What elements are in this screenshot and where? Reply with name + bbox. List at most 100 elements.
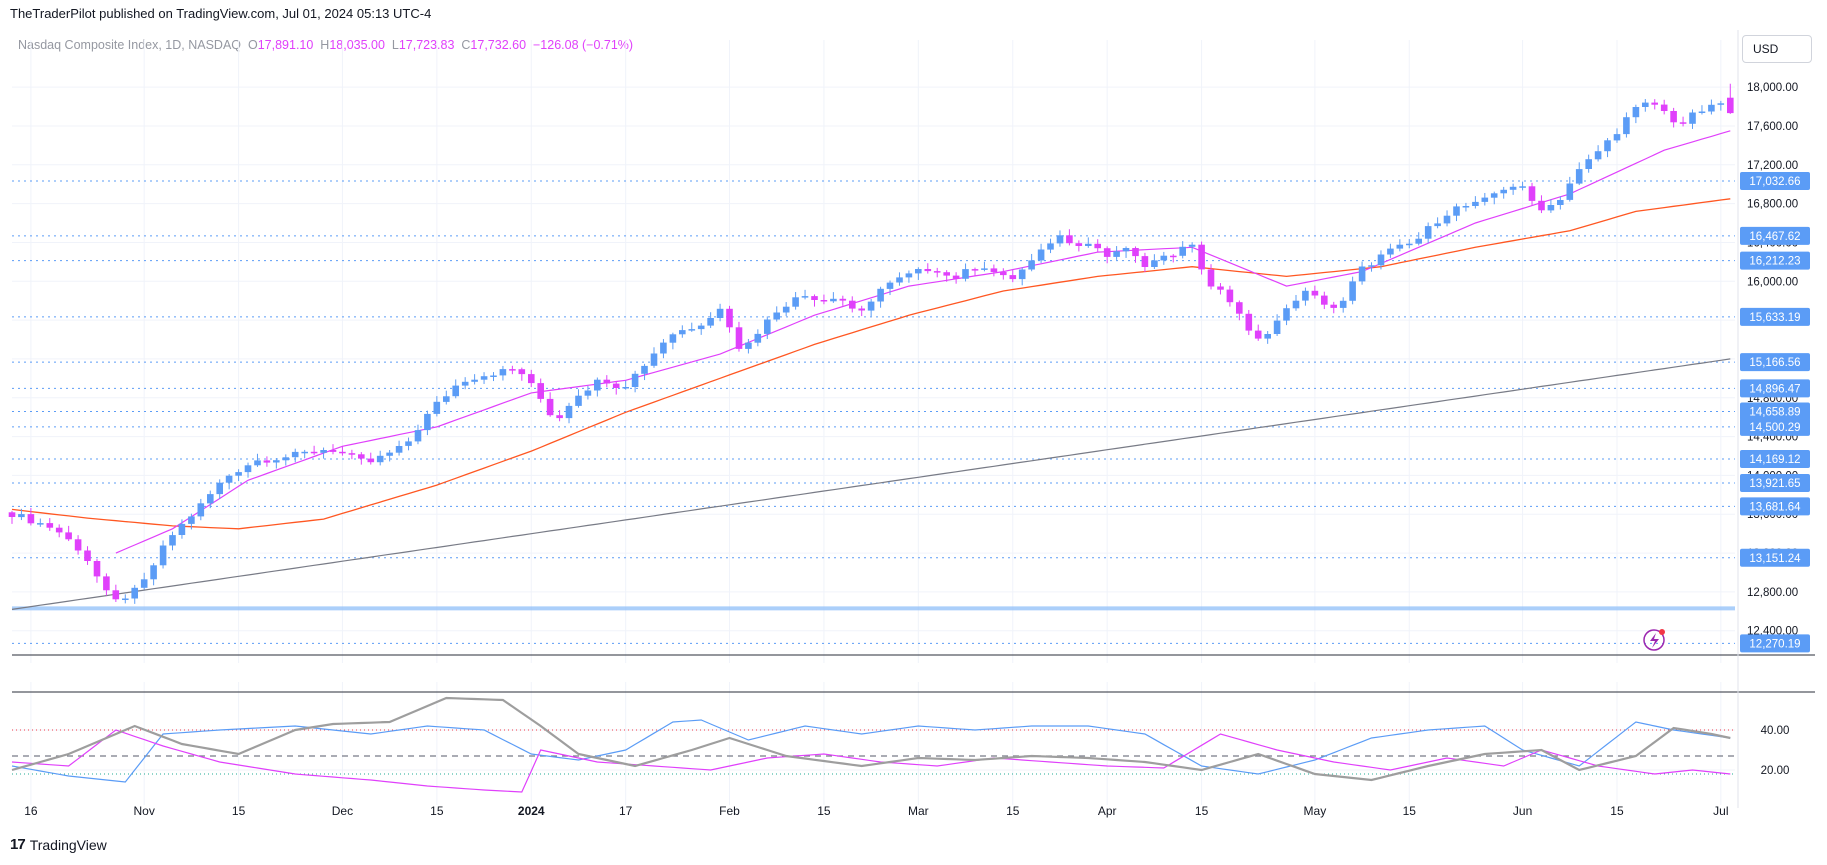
- candle-body: [594, 379, 601, 391]
- price-tick-label: 12,800.00: [1747, 587, 1798, 599]
- candle-body: [1075, 243, 1083, 246]
- candle-body: [1406, 243, 1413, 246]
- candle-body: [358, 454, 365, 459]
- candle-body: [46, 523, 54, 528]
- open-label: O: [247, 38, 258, 52]
- candle-body: [650, 353, 658, 366]
- candle-body: [1717, 103, 1725, 105]
- candle-body: [1085, 243, 1092, 246]
- candle-body: [471, 379, 478, 382]
- candle-body: [1660, 104, 1668, 111]
- candle-body: [1424, 226, 1432, 239]
- candle-body: [1122, 248, 1130, 252]
- candle-body: [1642, 102, 1649, 107]
- moving-average-50: [11, 198, 1731, 530]
- candles: [8, 83, 1734, 604]
- level-price-badge: [1740, 226, 1810, 245]
- candle-body: [924, 269, 932, 272]
- candle-body: [395, 446, 403, 453]
- candle-body: [782, 306, 790, 313]
- candle-body: [37, 523, 44, 525]
- candle-body: [839, 298, 847, 301]
- candle-body: [1387, 248, 1394, 255]
- time-axis: 16 Nov 15 Dec 15 2024 17 Feb 15 Mar 15 Apr 15 May 15 Ju…: [24, 804, 1728, 818]
- candle-body: [792, 297, 799, 307]
- time-tick-label: 15: [817, 804, 831, 818]
- candle-body: [641, 365, 648, 374]
- time-tick-label: 15: [1610, 804, 1624, 818]
- candle-body: [990, 268, 998, 272]
- time-tick-label: 15: [232, 804, 246, 818]
- level-price-badge: [1740, 548, 1810, 567]
- change-value: −126.08 (−0.71%): [532, 38, 634, 52]
- low-label: L: [391, 38, 399, 52]
- candle-body: [1141, 256, 1149, 267]
- level-price-label: 15,633.19: [1749, 312, 1800, 324]
- currency-selector[interactable]: USD: [1742, 35, 1812, 63]
- candle-body: [1623, 117, 1630, 135]
- candle-body: [443, 396, 450, 402]
- candle-body: [424, 413, 431, 431]
- candle-body: [1698, 111, 1706, 113]
- close-label: C: [461, 38, 471, 52]
- oscillator-series-line: [11, 729, 1731, 793]
- level-price-badge: [1740, 417, 1810, 436]
- moving-average-20: [115, 130, 1731, 554]
- price-chart[interactable]: 12,400.0012,800.0013,200.0013,600.0014,0…: [0, 0, 1827, 830]
- candle-body: [197, 503, 205, 517]
- candle-body: [867, 301, 875, 311]
- candle-body: [310, 451, 318, 454]
- candle-body: [1160, 255, 1168, 261]
- candle-body: [235, 472, 242, 476]
- candle-body: [1151, 260, 1158, 267]
- level-price-badge: [1740, 449, 1810, 468]
- candle-body: [915, 269, 922, 274]
- candle-body: [103, 576, 110, 591]
- candle-body: [528, 374, 535, 384]
- candle-body: [1462, 206, 1470, 208]
- candle-body: [263, 460, 271, 463]
- lightning-icon: [1643, 629, 1665, 651]
- candle-body: [1028, 260, 1035, 270]
- time-tick-label: Dec: [332, 804, 353, 818]
- candle-body: [1273, 320, 1281, 334]
- candle-body: [178, 523, 186, 535]
- time-tick-label: Jun: [1513, 804, 1532, 818]
- candle-body: [896, 277, 903, 283]
- candle-body: [84, 550, 91, 561]
- candle-body: [1245, 313, 1253, 331]
- price-tick-label: 16,000.00: [1747, 276, 1798, 288]
- oscillator-tick-label: 20.00: [1761, 765, 1790, 777]
- candle-body: [348, 453, 356, 455]
- candle-body: [1443, 215, 1451, 224]
- time-tick-label: 2024: [518, 804, 545, 818]
- candle-body: [301, 451, 308, 454]
- time-tick-label: Jul: [1713, 804, 1728, 818]
- candle-body: [1207, 269, 1215, 287]
- candle-body: [1264, 334, 1271, 339]
- candle-body: [461, 381, 469, 386]
- level-price-label: 17,032.66: [1749, 176, 1800, 188]
- candle-body: [8, 512, 16, 517]
- candle-body: [707, 318, 714, 326]
- high-value: 18,035.00: [329, 38, 385, 52]
- level-price-label: 16,467.62: [1749, 231, 1800, 243]
- candle-body: [159, 545, 167, 566]
- candle-body: [254, 460, 261, 466]
- candle-body: [858, 308, 865, 311]
- symbol-name: Nasdaq Composite Index, 1D, NASDAQ: [18, 38, 242, 52]
- candle-body: [849, 300, 856, 309]
- candle-body: [1594, 151, 1602, 160]
- candle-body: [1679, 122, 1687, 124]
- candle-body: [952, 275, 960, 279]
- candle-body: [754, 333, 762, 343]
- candle-body: [27, 514, 35, 524]
- candle-body: [1566, 183, 1574, 200]
- candle-body: [1490, 193, 1498, 198]
- candle-body: [745, 342, 752, 349]
- brand-name: TradingView: [29, 836, 107, 853]
- candle-body: [1613, 134, 1621, 141]
- candle-body: [376, 455, 384, 463]
- level-price-badge: [1740, 251, 1810, 270]
- candle-body: [112, 590, 120, 600]
